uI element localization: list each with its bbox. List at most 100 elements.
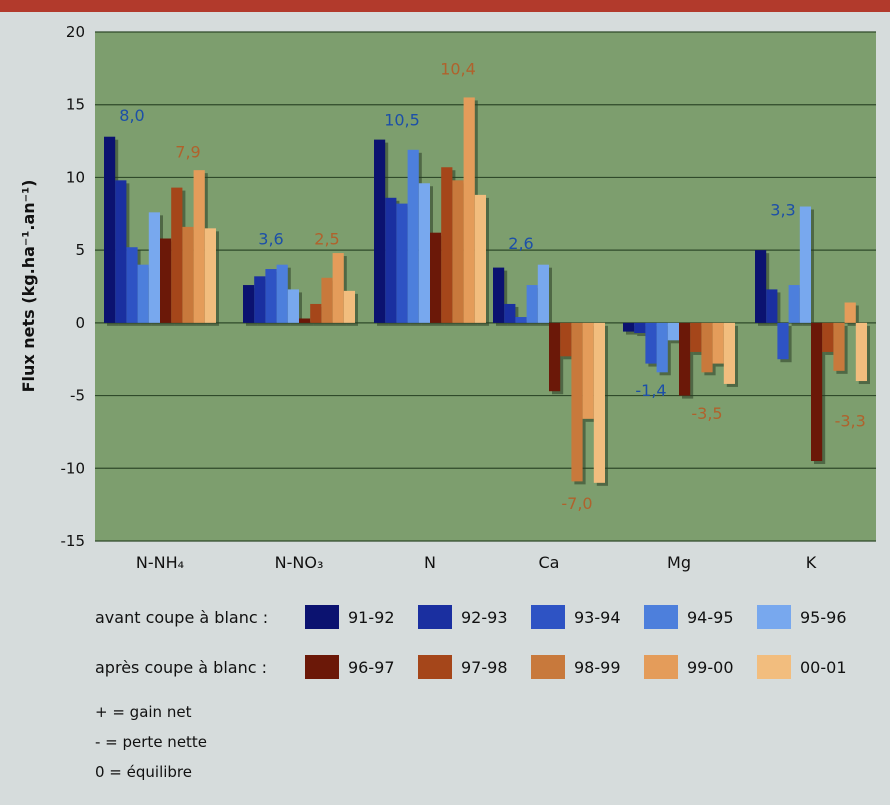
- bar-97-98-3: [560, 322, 572, 357]
- bar-96-97-1: [299, 318, 311, 323]
- bar-00-01-4: [723, 322, 735, 384]
- note-gain: + = gain net: [95, 703, 192, 721]
- y-tick-label: 10: [66, 168, 85, 186]
- bar-94-95-1: [276, 264, 288, 323]
- bar-98-99-4: [701, 322, 713, 373]
- header-bar: [0, 0, 890, 12]
- legend-item-91-92: 91-92: [305, 605, 418, 629]
- bars: [104, 97, 870, 486]
- legend-label: 96-97: [348, 657, 395, 677]
- bar-98-99-0: [182, 226, 194, 323]
- bar-93-94-3: [515, 317, 527, 323]
- legend-item-99-00: 99-00: [644, 655, 757, 679]
- category-label: N: [424, 553, 436, 572]
- legend-swatch: [305, 605, 339, 629]
- legend-label: 99-00: [687, 657, 734, 677]
- y-ticks: 20 15 10 5 0 -5 -10 -15: [61, 23, 86, 550]
- y-tick-label: -5: [70, 387, 85, 405]
- category-label: Ca: [539, 553, 560, 572]
- bar-96-97-0: [160, 238, 172, 323]
- bar-92-93-1: [254, 276, 266, 323]
- legend-label: 92-93: [461, 607, 508, 627]
- legend-item-92-93: 92-93: [418, 605, 531, 629]
- legend-swatch: [757, 605, 791, 629]
- bar-94-95-0: [137, 264, 149, 323]
- bar-00-01-1: [343, 290, 355, 323]
- legend-label: 93-94: [574, 607, 621, 627]
- bar-94-95-2: [407, 149, 419, 323]
- legend-swatch: [418, 605, 452, 629]
- category-label: N-NH₄: [136, 553, 184, 572]
- legend-apres-title: après coupe à blanc :: [95, 657, 267, 677]
- bar-99-00-2: [463, 97, 475, 323]
- data-annotation: -1,4: [635, 381, 666, 400]
- y-tick-label: 0: [75, 314, 85, 332]
- y-axis-label: Flux nets (kg.ha⁻¹.an⁻¹): [19, 180, 38, 393]
- bar-00-01-5: [855, 322, 867, 382]
- data-annotation: 2,5: [314, 230, 339, 249]
- legend-swatch: [418, 655, 452, 679]
- data-annotation: 3,6: [258, 230, 283, 249]
- legend-avant-title: avant coupe à blanc :: [95, 607, 269, 627]
- category-label: Mg: [667, 553, 691, 572]
- legend-item-93-94: 93-94: [531, 605, 644, 629]
- y-tick-label: 5: [75, 241, 85, 259]
- bar-95-96-4: [667, 322, 679, 341]
- bar-97-98-2: [441, 167, 453, 323]
- bar-99-00-4: [712, 322, 724, 364]
- bar-93-94-0: [126, 247, 138, 323]
- legend-item-96-97: 96-97: [305, 655, 418, 679]
- bar-91-92-5: [755, 250, 767, 323]
- category-label: N-NO₃: [275, 553, 324, 572]
- bar-98-99-5: [833, 322, 845, 371]
- bar-99-00-3: [582, 322, 594, 419]
- gridlines: [95, 31, 876, 542]
- legend-label: 94-95: [687, 607, 734, 627]
- y-tick-label: 20: [66, 23, 85, 41]
- bar-94-95-3: [526, 285, 538, 323]
- x-categories: N-NH₄ N-NO₃ N Ca Mg K: [136, 553, 817, 572]
- bar-94-95-5: [788, 285, 800, 323]
- bar-99-00-1: [332, 253, 344, 323]
- legend-item-94-95: 94-95: [644, 605, 757, 629]
- data-annotation: 10,5: [384, 110, 420, 129]
- category-label: K: [806, 553, 817, 572]
- data-annotation: 8,0: [119, 106, 144, 125]
- legend-label: 00-01: [800, 657, 847, 677]
- bar-98-99-2: [452, 180, 464, 323]
- bar-91-92-4: [623, 322, 635, 332]
- bar-92-93-0: [115, 180, 127, 323]
- bar-00-01-2: [474, 194, 486, 323]
- bar-97-98-1: [310, 303, 322, 323]
- bar-98-99-1: [321, 277, 333, 323]
- bar-92-93-2: [385, 197, 397, 323]
- legend-item-97-98: 97-98: [418, 655, 531, 679]
- bar-95-96-1: [287, 289, 299, 323]
- legend-swatch: [531, 605, 565, 629]
- y-tick-label: 15: [66, 96, 85, 114]
- y-tick-label: -15: [61, 532, 86, 550]
- bar-93-94-1: [265, 269, 277, 323]
- legend-label: 98-99: [574, 657, 621, 677]
- note-perte: - = perte nette: [95, 733, 208, 751]
- bar-92-93-5: [766, 289, 778, 323]
- bar-93-94-2: [396, 203, 408, 323]
- bar-95-96-3: [537, 264, 549, 323]
- bar-96-97-5: [811, 322, 823, 462]
- legend-item-95-96: 95-96: [757, 605, 870, 629]
- bar-shadow: [302, 321, 314, 326]
- bar-91-92-0: [104, 136, 116, 323]
- legend-swatch: [644, 655, 678, 679]
- bar-98-99-3: [571, 322, 583, 482]
- bar-00-01-3: [593, 322, 605, 483]
- bar-94-95-4: [656, 322, 668, 373]
- bar-93-94-5: [777, 322, 789, 360]
- bar-95-96-0: [148, 212, 160, 323]
- bar-shadow: [518, 320, 530, 326]
- data-annotation: -7,0: [561, 494, 592, 513]
- bar-99-00-0: [193, 170, 205, 323]
- bar-91-92-3: [493, 267, 505, 323]
- bar-92-93-3: [504, 303, 516, 323]
- data-annotation: 7,9: [175, 142, 200, 161]
- bar-chart: 20 15 10 5 0 -5 -10 -15 N-NH₄ N-NO₃ N Ca Mg K 8,0 7,9…: [19, 23, 876, 572]
